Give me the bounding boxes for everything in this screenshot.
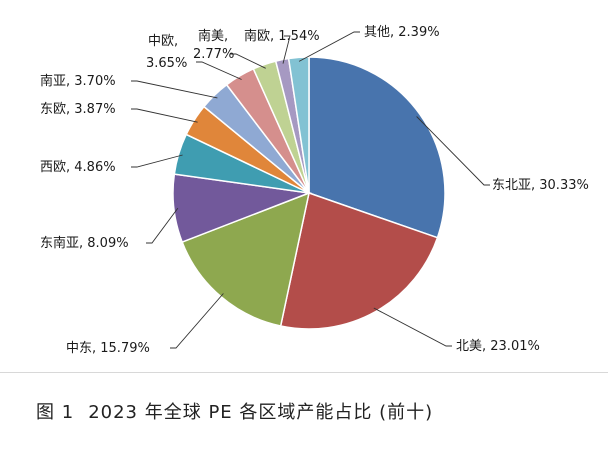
leader-line [298, 31, 360, 62]
leader-line [131, 154, 183, 168]
label-zhongou-value: 3.65% [146, 56, 187, 71]
leader-line [131, 108, 198, 123]
pie-slice [308, 56, 446, 239]
label-nanmei-value: 2.77% [193, 47, 234, 62]
label-xiou: 西欧, 4.86% [40, 160, 116, 175]
label-beimei: 北美, 23.01% [456, 339, 540, 354]
pie-slice [287, 56, 310, 194]
leader-line [196, 61, 242, 80]
leader-line [416, 116, 490, 186]
caption-divider [0, 372, 608, 373]
pie-chart: 东北亚, 30.33% 北美, 23.01% 中东, 15.79% 东南亚, 8… [40, 25, 589, 356]
label-nanou: 南欧, 1.54% [244, 28, 320, 44]
pie-slice [279, 192, 439, 330]
label-dongnanya: 东南亚, 8.09% [40, 235, 129, 251]
label-dongbeiya: 东北亚, 30.33% [492, 178, 589, 193]
figure-title: 2023 年全球 PE 各区域产能占比 (前十) [88, 402, 434, 423]
leader-line [131, 80, 218, 99]
label-qita: 其他, 2.39% [364, 25, 440, 40]
label-zhongdong: 中东, 15.79% [66, 341, 150, 356]
leader-lines [131, 31, 490, 349]
label-dongou: 东欧, 3.87% [40, 102, 116, 117]
figure-number: 图 1 [36, 402, 75, 423]
label-nanmei-name: 南美, [198, 28, 228, 44]
label-zhongou-name: 中欧, [148, 34, 178, 49]
leader-line [170, 293, 224, 349]
leader-line [282, 35, 291, 64]
leader-line [230, 53, 266, 69]
leader-line [373, 307, 452, 347]
label-nanya: 南亚, 3.70% [40, 73, 116, 89]
figure-caption: 图 1 2023 年全球 PE 各区域产能占比 (前十) [36, 398, 447, 424]
leader-line [146, 207, 179, 244]
pie-slices [172, 56, 446, 330]
